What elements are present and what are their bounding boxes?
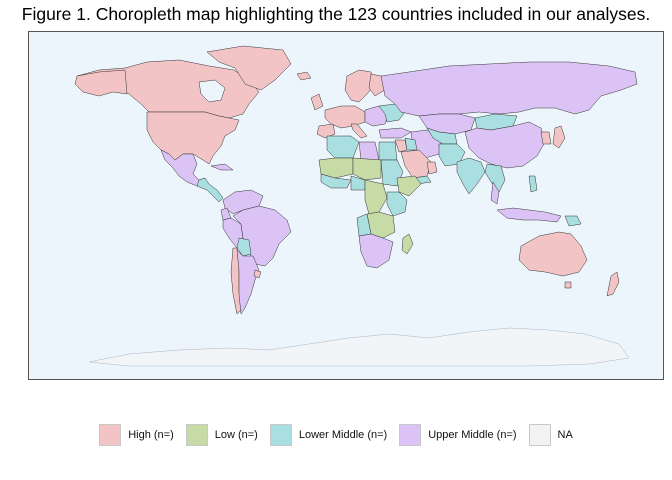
- region-korea: [540, 131, 552, 145]
- world-map: [74, 45, 638, 367]
- region-india: [456, 157, 486, 195]
- region-uruguay: [253, 269, 262, 279]
- legend-swatch: [528, 424, 551, 446]
- map-legend: High (n=) Low (n=) Lower Middle (n=) Upper …: [0, 424, 672, 446]
- region-niger-chad: [352, 157, 382, 181]
- legend-label: Upper Middle (n=): [428, 429, 517, 441]
- region-madagascar: [401, 233, 414, 255]
- region-iceland: [296, 71, 312, 81]
- legend-swatch: [269, 424, 292, 446]
- region-russia: [380, 61, 638, 117]
- region-greenland: [206, 45, 292, 91]
- region-brazil: [232, 205, 292, 267]
- region-cuba: [210, 163, 234, 171]
- region-east-africa: [386, 191, 408, 217]
- map-panel: [28, 31, 664, 380]
- region-china: [464, 121, 546, 169]
- region-turkey: [378, 127, 412, 139]
- region-alaska: [74, 69, 128, 97]
- figure-title: Figure 1. Choropleth map highlighting th…: [21, 4, 651, 24]
- region-new-zealand: [606, 271, 620, 297]
- region-west-africa-coast: [320, 173, 352, 189]
- region-bolivia: [236, 237, 252, 257]
- legend-label: Low (n=): [214, 429, 258, 441]
- legend-label: NA: [557, 429, 573, 441]
- region-tasmania: [564, 281, 572, 289]
- region-argentina: [236, 249, 260, 315]
- region-southern-africa: [358, 233, 394, 269]
- legend-item-na: NA: [528, 424, 573, 446]
- region-western-europe: [324, 105, 366, 129]
- region-hudson-bay: [198, 79, 226, 103]
- region-thailand-malaysia: [490, 181, 500, 205]
- legend-item-high: High (n=): [99, 424, 174, 446]
- region-philippines: [528, 175, 538, 193]
- region-papua-new-guinea: [564, 215, 582, 227]
- region-middle-east-levant: [394, 139, 408, 153]
- legend-label: Lower Middle (n=): [298, 429, 388, 441]
- region-central-africa: [364, 179, 388, 215]
- legend-label: High (n=): [128, 429, 174, 441]
- region-japan: [552, 125, 566, 149]
- region-australia: [518, 231, 588, 277]
- region-scandinavia: [344, 69, 376, 103]
- region-egypt: [378, 141, 398, 161]
- legend-swatch: [399, 424, 422, 446]
- legend-item-lower-middle: Lower Middle (n=): [269, 424, 388, 446]
- region-central-america: [196, 177, 224, 203]
- legend-item-low: Low (n=): [185, 424, 258, 446]
- region-finland: [368, 73, 386, 97]
- region-oman-gulf: [426, 161, 438, 175]
- region-maghreb: [326, 135, 360, 159]
- region-antarctica: [88, 327, 630, 367]
- region-italy: [350, 123, 368, 139]
- legend-item-upper-middle: Upper Middle (n=): [399, 424, 517, 446]
- region-indonesia: [496, 207, 562, 223]
- region-uk-ireland: [310, 93, 324, 111]
- region-ethiopia-horn: [396, 175, 422, 197]
- legend-swatch: [185, 424, 208, 446]
- region-libya: [358, 141, 380, 161]
- legend-swatch: [99, 424, 122, 446]
